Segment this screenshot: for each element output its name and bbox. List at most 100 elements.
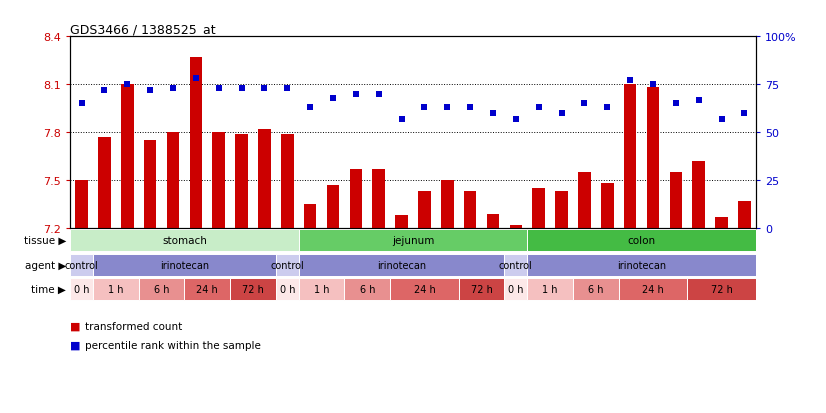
- Point: [487, 110, 500, 117]
- Bar: [299, 230, 527, 252]
- Bar: [458, 278, 505, 300]
- Point: [97, 88, 111, 94]
- Text: jejunum: jejunum: [392, 236, 434, 246]
- Text: 0 h: 0 h: [508, 284, 524, 294]
- Point: [349, 91, 363, 98]
- Text: agent ▶: agent ▶: [25, 260, 66, 270]
- Point: [395, 116, 408, 123]
- Text: tissue ▶: tissue ▶: [24, 236, 66, 246]
- Point: [304, 104, 317, 111]
- Point: [326, 95, 339, 102]
- Bar: [505, 278, 527, 300]
- Point: [509, 116, 523, 123]
- Bar: [573, 278, 619, 300]
- Text: control: control: [270, 260, 304, 270]
- Bar: [670, 173, 682, 228]
- Point: [555, 110, 568, 117]
- Point: [463, 104, 477, 111]
- Bar: [687, 278, 756, 300]
- Point: [715, 116, 729, 123]
- Point: [144, 88, 157, 94]
- Bar: [738, 202, 751, 228]
- Bar: [487, 214, 499, 228]
- Point: [578, 101, 591, 107]
- Text: colon: colon: [628, 236, 656, 246]
- Bar: [70, 230, 299, 252]
- Text: 0 h: 0 h: [74, 284, 89, 294]
- Text: 1 h: 1 h: [108, 284, 124, 294]
- Bar: [121, 85, 134, 228]
- Bar: [304, 204, 316, 228]
- Bar: [390, 278, 458, 300]
- Point: [189, 76, 202, 83]
- Text: 72 h: 72 h: [710, 284, 733, 294]
- Bar: [230, 278, 276, 300]
- Bar: [510, 225, 522, 228]
- Bar: [93, 254, 276, 276]
- Text: 1 h: 1 h: [543, 284, 558, 294]
- Point: [441, 104, 454, 111]
- Point: [212, 85, 225, 92]
- Bar: [139, 278, 184, 300]
- Point: [121, 82, 134, 88]
- Bar: [276, 254, 299, 276]
- Bar: [624, 85, 636, 228]
- Bar: [299, 254, 505, 276]
- Bar: [715, 217, 728, 228]
- Text: irinotecan: irinotecan: [377, 260, 426, 270]
- Point: [75, 101, 88, 107]
- Bar: [505, 254, 527, 276]
- Bar: [647, 88, 659, 228]
- Bar: [184, 278, 230, 300]
- Point: [669, 101, 682, 107]
- Text: control: control: [499, 260, 533, 270]
- Bar: [373, 169, 385, 228]
- Bar: [555, 192, 567, 228]
- Text: 6 h: 6 h: [359, 284, 375, 294]
- Point: [692, 97, 705, 104]
- Text: ■: ■: [70, 321, 81, 331]
- Point: [738, 110, 751, 117]
- Bar: [619, 278, 687, 300]
- Bar: [527, 278, 573, 300]
- Text: 6 h: 6 h: [588, 284, 604, 294]
- Bar: [527, 230, 756, 252]
- Point: [624, 78, 637, 85]
- Bar: [464, 192, 477, 228]
- Point: [647, 82, 660, 88]
- Bar: [349, 169, 362, 228]
- Bar: [276, 278, 299, 300]
- Bar: [418, 192, 430, 228]
- Bar: [235, 134, 248, 228]
- Text: transformed count: transformed count: [85, 321, 183, 331]
- Bar: [190, 58, 202, 228]
- Bar: [281, 134, 293, 228]
- Bar: [98, 138, 111, 228]
- Text: 24 h: 24 h: [197, 284, 218, 294]
- Bar: [75, 180, 88, 228]
- Bar: [212, 133, 225, 228]
- Point: [372, 91, 385, 98]
- Point: [418, 104, 431, 111]
- Text: control: control: [64, 260, 98, 270]
- Text: 72 h: 72 h: [242, 284, 264, 294]
- Bar: [299, 278, 344, 300]
- Point: [258, 85, 271, 92]
- Text: ■: ■: [70, 340, 81, 350]
- Text: time ▶: time ▶: [31, 284, 66, 294]
- Bar: [344, 278, 390, 300]
- Bar: [601, 184, 614, 228]
- Bar: [578, 173, 591, 228]
- Point: [281, 85, 294, 92]
- Bar: [259, 130, 271, 228]
- Bar: [70, 254, 93, 276]
- Bar: [167, 133, 179, 228]
- Bar: [327, 185, 339, 228]
- Text: 6 h: 6 h: [154, 284, 169, 294]
- Point: [601, 104, 614, 111]
- Text: irinotecan: irinotecan: [617, 260, 666, 270]
- Text: 0 h: 0 h: [279, 284, 295, 294]
- Text: 72 h: 72 h: [471, 284, 492, 294]
- Bar: [93, 278, 139, 300]
- Text: GDS3466 / 1388525_at: GDS3466 / 1388525_at: [70, 23, 216, 36]
